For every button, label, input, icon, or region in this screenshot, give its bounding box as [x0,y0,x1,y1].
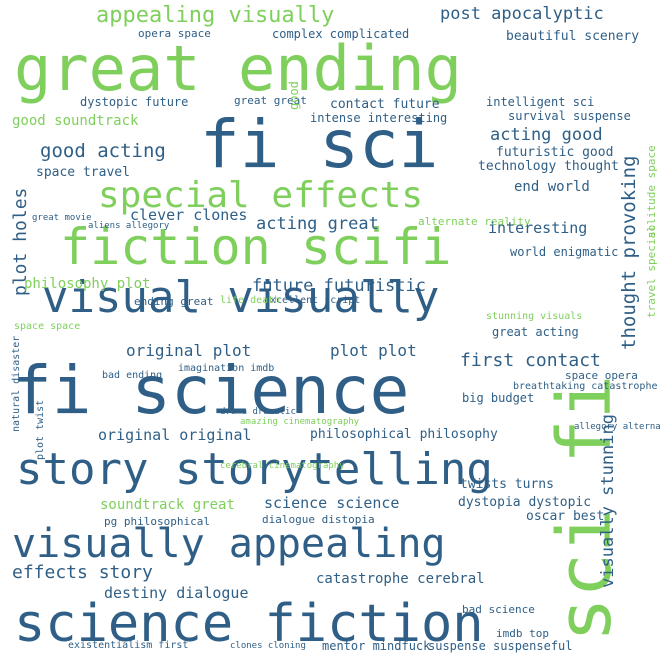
word-twists-turns: twists turns [460,477,554,492]
word-acting-good: acting good [490,125,603,145]
word-fiction-scifi: fiction scifi [60,218,452,276]
word-great-movie: great movie [32,213,92,223]
word-technology-thought: technology thought [478,159,619,174]
word-amazing-cinematography: amazing cinematography [240,417,360,427]
word-great-acting: great acting [492,325,579,339]
word-futuristic-good: futuristic good [496,145,614,160]
word-mentor-mindfuck: mentor mindfuck [322,639,431,653]
word-big-budget: big budget [462,391,535,405]
word-post-apocalyptic: post apocalyptic [440,4,604,24]
word-future-futuristic: future futuristic [252,276,426,296]
word-bad-ending: bad ending [102,370,163,381]
word-space-travel: space travel [36,165,130,180]
word-effects-story: effects story [12,562,153,583]
word-thought-provoking: thought provoking [618,155,640,350]
word-intelligent-sci: intelligent sci [486,95,595,109]
word-existentialism-first: existentialism first [68,640,189,651]
word-aliens-allegory: aliens allegory [88,221,170,231]
word-dystopic-future: dystopic future [80,95,189,109]
word-science-fiction: science fiction [14,594,484,654]
word-allegory-alternate: allegory alternate [574,422,661,432]
word-natural-disaster: natural disaster [11,335,22,432]
word-travel-special: travel special [645,225,658,318]
word-special-effects: special effects [98,175,424,216]
word-space-opera: space opera [565,369,638,382]
word-story-storytelling: story storytelling [16,444,493,495]
word-clever-clones: clever clones [130,206,248,224]
word-oscar-best: oscar best [526,509,605,524]
word-catastrophe-cerebral: catastrophe cerebral [316,571,485,587]
word-alternate-reality: alternate reality [418,215,531,228]
word-good-acting: good acting [40,140,166,162]
word-pg-philosophical: pg philosophical [104,515,210,528]
word-acting-great: acting great [256,214,379,234]
word-plot-plot: plot plot [330,341,417,360]
word-soundtrack-great: soundtrack great [100,497,235,513]
word-intense-interesting: intense interesting [310,111,448,125]
word-end-world: end world [514,179,590,195]
word-philosophical-philosophy: philosophical philosophy [310,427,498,442]
word-great-ending: great ending [14,32,462,105]
word-visual-visually: visual visually [42,272,440,323]
word-plot-twist: plot twist [35,399,46,460]
word-drama-dramatic: drama dramatic [220,407,296,417]
word-dialogue-distopia: dialogue distopia [262,513,375,526]
word-survival-suspense: survival suspense [508,109,631,123]
word-good: good [287,81,301,110]
word-excellent-script: excellent script [264,295,361,306]
word-contact-future: contact future [330,97,440,112]
word-life-death: life death [220,295,281,306]
word-imdb-top: imdb top [496,627,549,640]
word-science-science: science science [264,494,400,512]
word-stunning-visuals: stunning visuals [486,311,583,322]
word-dystopia-dystopic: dystopia dystopic [458,495,592,510]
word-opera-space: opera space [138,27,211,40]
word-philosophy-plot: philosophy plot [24,276,151,292]
word-first-contact: first contact [460,350,601,371]
word-world-enigmatic: world enigmatic [510,245,619,259]
word-clones-cloning: clones cloning [230,641,306,651]
word-visually-appealing: visually appealing [12,521,446,567]
word-fi-science: fi science [12,352,410,429]
word-breathtaking-catastrophe: breathtaking catastrophe [513,381,658,392]
word-great-great: great great [234,94,307,107]
word-space-space: space space [14,321,81,332]
word-original-plot: original plot [126,341,252,360]
word-cerebral-cinematography: cerebral cinematography [220,461,345,471]
word-original-original: original original [98,426,252,444]
word-destiny-dialogue: destiny dialogue [104,584,249,602]
word-good-soundtrack: good soundtrack [12,113,139,129]
word-fi-sci: fi sci [200,106,439,183]
word-solitude-space: solitude space [645,145,658,238]
word-visually-stunning: visually stunning [598,414,618,588]
word-beautiful-scenery: beautiful scenery [506,29,640,44]
word-complex-complicated: complex complicated [272,27,410,41]
word-imagination-imdb: imagination imdb [178,363,275,374]
word-interesting: interesting [488,219,588,237]
word-ending-great: ending great [134,295,214,308]
word-bad-science: bad science [462,603,535,616]
word-appealing-visually: appealing visually [96,3,335,28]
word-suspense-suspenseful: suspense suspenseful [428,639,573,653]
